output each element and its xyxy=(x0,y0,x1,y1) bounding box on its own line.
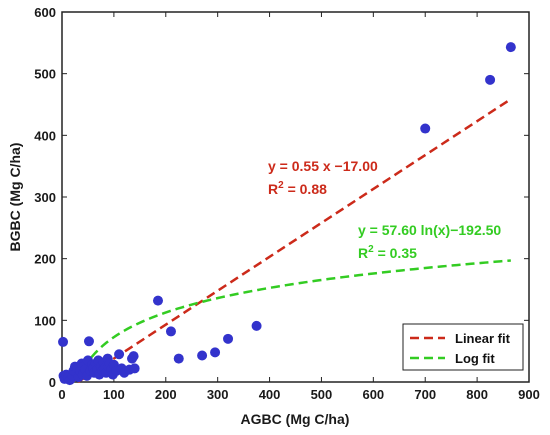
data-point xyxy=(505,42,516,53)
log-equation: y = 57.60 ln(x)−192.50 xyxy=(358,222,501,238)
plot-frame xyxy=(61,11,530,383)
data-point xyxy=(128,351,139,362)
data-point xyxy=(210,347,221,358)
data-point xyxy=(223,333,234,344)
y-tick-label: 500 xyxy=(34,67,56,82)
data-point xyxy=(251,320,262,331)
y-axis-ticks: 0 100 200 300 400 500 600 xyxy=(34,5,529,390)
log-r2-value: = 0.35 xyxy=(374,245,417,261)
log-r2-prefix: R xyxy=(358,245,368,261)
data-point xyxy=(197,350,208,361)
data-point xyxy=(420,123,431,134)
linear-r2-prefix: R xyxy=(268,181,278,197)
data-point xyxy=(173,353,184,364)
x-tick-label: 800 xyxy=(466,387,488,402)
legend-log-label: Log fit xyxy=(455,351,495,366)
y-tick-label: 300 xyxy=(34,190,56,205)
y-tick-label: 400 xyxy=(34,128,56,143)
y-tick-label: 200 xyxy=(34,252,56,267)
x-axis-ticks: 0 100 200 300 400 500 600 700 800 900 xyxy=(58,12,540,402)
y-axis-label: BGBC (Mg C/ha) xyxy=(7,143,23,252)
x-tick-label: 400 xyxy=(259,387,281,402)
x-tick-label: 0 xyxy=(58,387,65,402)
linear-r2: R2 = 0.88 xyxy=(268,180,327,197)
x-tick-label: 200 xyxy=(155,387,177,402)
x-tick-label: 700 xyxy=(414,387,436,402)
log-r2-sup: 2 xyxy=(368,244,374,255)
legend: Linear fit Log fit xyxy=(402,323,524,371)
legend-linear-label: Linear fit xyxy=(455,331,511,346)
data-point xyxy=(152,295,163,306)
y-tick-label: 100 xyxy=(34,313,56,328)
data-point xyxy=(129,363,140,374)
data-point xyxy=(114,349,125,360)
data-point xyxy=(58,336,69,347)
data-point xyxy=(485,74,496,85)
legend-box xyxy=(402,323,524,371)
x-tick-label: 500 xyxy=(311,387,333,402)
linear-equation: y = 0.55 x −17.00 xyxy=(268,158,378,174)
x-axis-label: AGBC (Mg C/ha) xyxy=(241,411,350,427)
linear-fit-line xyxy=(77,98,512,384)
data-points xyxy=(58,42,516,386)
x-tick-label: 600 xyxy=(362,387,384,402)
data-point xyxy=(83,336,94,347)
y-tick-label: 600 xyxy=(34,5,56,20)
linear-r2-value: = 0.88 xyxy=(284,181,327,197)
data-point xyxy=(165,326,176,337)
x-tick-label: 300 xyxy=(207,387,229,402)
linear-r2-sup: 2 xyxy=(278,180,284,191)
log-r2: R2 = 0.35 xyxy=(358,244,417,261)
log-fit-line xyxy=(75,259,511,382)
x-tick-label: 900 xyxy=(518,387,540,402)
x-tick-label: 100 xyxy=(103,387,125,402)
y-tick-label: 0 xyxy=(49,375,56,390)
